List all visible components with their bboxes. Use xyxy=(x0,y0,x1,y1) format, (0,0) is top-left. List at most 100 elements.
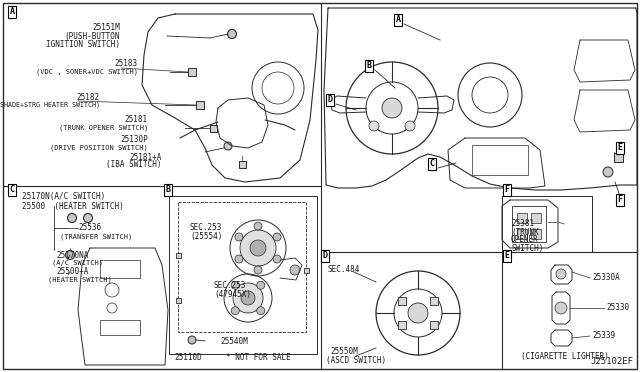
Text: F: F xyxy=(618,196,623,205)
Circle shape xyxy=(227,29,237,38)
Bar xyxy=(209,125,216,131)
Bar xyxy=(175,253,180,257)
Text: SWITCH): SWITCH) xyxy=(511,244,543,253)
Text: 25181: 25181 xyxy=(125,115,148,125)
Text: OPENER: OPENER xyxy=(511,235,539,244)
Bar xyxy=(398,321,406,329)
Bar xyxy=(398,297,406,305)
Circle shape xyxy=(241,291,255,305)
Bar xyxy=(430,297,438,305)
Text: 25536: 25536 xyxy=(78,224,101,232)
Circle shape xyxy=(188,336,196,344)
Text: (25554): (25554) xyxy=(190,232,222,241)
Circle shape xyxy=(382,98,402,118)
Text: 25330: 25330 xyxy=(606,304,629,312)
Bar xyxy=(614,153,623,161)
Bar xyxy=(472,145,528,175)
Bar xyxy=(169,196,317,354)
Text: 25330A: 25330A xyxy=(592,273,620,282)
Text: 25170N(A/C SWITCH): 25170N(A/C SWITCH) xyxy=(22,192,105,202)
Circle shape xyxy=(273,255,281,263)
Circle shape xyxy=(224,142,232,150)
Circle shape xyxy=(235,233,243,241)
Text: A: A xyxy=(10,7,15,16)
Bar xyxy=(100,260,140,278)
Text: B: B xyxy=(166,186,170,195)
Text: J25102EF: J25102EF xyxy=(590,357,633,366)
Circle shape xyxy=(231,307,239,315)
Bar xyxy=(303,267,308,273)
Text: (ASCD SWITCH): (ASCD SWITCH) xyxy=(326,356,386,365)
Text: D: D xyxy=(328,96,333,105)
Text: C: C xyxy=(429,160,435,169)
Text: (A/C SWITCH): (A/C SWITCH) xyxy=(52,260,103,266)
Circle shape xyxy=(257,281,265,289)
Text: B: B xyxy=(367,61,371,71)
Circle shape xyxy=(235,255,243,263)
Circle shape xyxy=(231,281,239,289)
Text: F: F xyxy=(504,186,509,195)
Text: 25550M: 25550M xyxy=(330,347,358,356)
Circle shape xyxy=(254,266,262,274)
Text: SEC.253: SEC.253 xyxy=(190,224,222,232)
Text: 25540M: 25540M xyxy=(220,337,248,346)
Bar xyxy=(196,101,204,109)
Circle shape xyxy=(555,302,567,314)
Text: 25110D: 25110D xyxy=(174,353,202,362)
Text: (TRUNK: (TRUNK xyxy=(511,228,539,237)
Circle shape xyxy=(273,233,281,241)
Text: (VDC , SONER+VDC SWITCH): (VDC , SONER+VDC SWITCH) xyxy=(36,69,138,75)
Circle shape xyxy=(405,121,415,131)
Text: 25381: 25381 xyxy=(511,219,534,228)
Text: (PUSH-BUTTON: (PUSH-BUTTON xyxy=(65,32,120,41)
Text: (TRUNK OPENER SWITCH): (TRUNK OPENER SWITCH) xyxy=(59,125,148,131)
Text: E: E xyxy=(618,144,623,153)
Text: 25500+A: 25500+A xyxy=(56,267,88,276)
Bar xyxy=(502,196,592,252)
Circle shape xyxy=(254,222,262,230)
Circle shape xyxy=(240,230,276,266)
Circle shape xyxy=(369,121,379,131)
Bar xyxy=(178,202,306,332)
Bar xyxy=(531,213,541,223)
Bar xyxy=(517,229,527,239)
Text: 25130P: 25130P xyxy=(120,135,148,144)
Text: (47945X): (47945X) xyxy=(214,291,251,299)
Text: 25500  (HEATER SWITCH): 25500 (HEATER SWITCH) xyxy=(22,202,124,211)
Circle shape xyxy=(65,250,74,260)
Text: 25181+A: 25181+A xyxy=(130,153,162,161)
Circle shape xyxy=(603,167,613,177)
Text: D: D xyxy=(323,251,328,260)
Text: 25151M: 25151M xyxy=(92,23,120,32)
Text: (DRIVE POSITION SWITCH): (DRIVE POSITION SWITCH) xyxy=(51,145,148,151)
Text: (HEATER SWITCH): (HEATER SWITCH) xyxy=(48,277,112,283)
Text: 25183: 25183 xyxy=(115,60,138,68)
Text: E: E xyxy=(504,251,509,260)
Text: * NOT FOR SALE: * NOT FOR SALE xyxy=(226,353,291,362)
Text: C: C xyxy=(10,186,15,195)
Bar xyxy=(531,229,541,239)
Bar xyxy=(239,160,246,167)
Text: (TRANSFER SWITCH): (TRANSFER SWITCH) xyxy=(60,234,132,240)
Text: A: A xyxy=(396,16,401,25)
Circle shape xyxy=(83,214,93,222)
Circle shape xyxy=(67,214,77,222)
Circle shape xyxy=(233,283,263,313)
Bar xyxy=(175,298,180,302)
Text: (SUNSHADE+STRG HEATER SWITCH): (SUNSHADE+STRG HEATER SWITCH) xyxy=(0,102,100,108)
Bar xyxy=(188,68,196,76)
Circle shape xyxy=(257,307,265,315)
Text: 25170NA: 25170NA xyxy=(56,250,88,260)
Text: (CIGARETTE LIGHTER): (CIGARETTE LIGHTER) xyxy=(521,352,609,360)
Text: IGNITION SWITCH): IGNITION SWITCH) xyxy=(46,39,120,48)
Circle shape xyxy=(408,303,428,323)
Text: 25339: 25339 xyxy=(592,331,615,340)
Circle shape xyxy=(556,269,566,279)
Text: 25182: 25182 xyxy=(77,93,100,102)
Bar xyxy=(517,213,527,223)
Text: (IBA SWITCH): (IBA SWITCH) xyxy=(106,160,162,170)
Circle shape xyxy=(250,240,266,256)
Text: SEC.484: SEC.484 xyxy=(328,266,360,275)
Circle shape xyxy=(290,265,300,275)
Bar xyxy=(512,206,546,242)
